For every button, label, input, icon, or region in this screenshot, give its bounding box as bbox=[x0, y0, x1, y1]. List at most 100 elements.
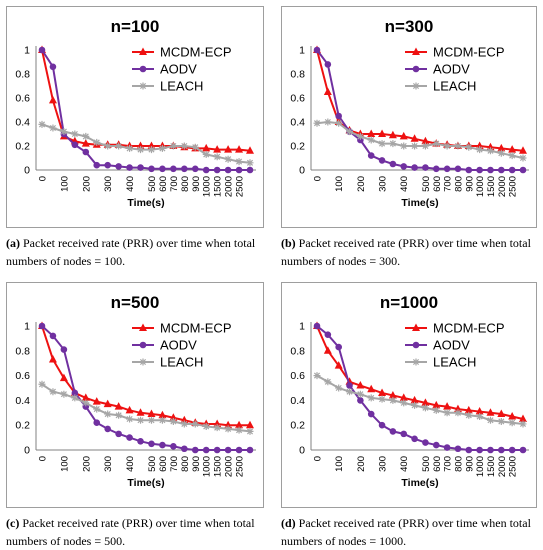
data-point-aodv bbox=[170, 165, 177, 173]
data-point-mcdm-ecp bbox=[334, 361, 343, 369]
data-point-aodv bbox=[313, 322, 321, 330]
data-point-aodv bbox=[508, 446, 516, 454]
data-point-aodv bbox=[246, 446, 254, 454]
y-tick-label: 0 bbox=[24, 445, 30, 457]
data-point-aodv bbox=[246, 166, 254, 174]
legend-swatch-marker bbox=[412, 65, 420, 73]
x-tick-label: 600 bbox=[432, 176, 443, 192]
data-point-aodv bbox=[411, 164, 418, 171]
data-point-aodv bbox=[378, 421, 386, 429]
x-tick-label: 2500 bbox=[508, 456, 519, 477]
data-point-aodv bbox=[422, 164, 429, 171]
data-point-mcdm-ecp bbox=[213, 145, 222, 153]
series-aodv bbox=[38, 46, 254, 174]
legend-item-aodv: AODV bbox=[405, 62, 470, 77]
chart-title: n=1000 bbox=[380, 293, 438, 312]
caption-d-label: (d) bbox=[281, 516, 296, 530]
data-point-leach bbox=[246, 159, 254, 167]
chart-d: n=1000 0 0.2 0.4 0.6 0.8 1 0 100 200 300 400 500 600 7… bbox=[281, 282, 537, 508]
data-point-mcdm-ecp bbox=[410, 395, 419, 404]
x-tick-label: 900 bbox=[191, 456, 202, 472]
data-point-mcdm-ecp bbox=[59, 373, 68, 382]
data-point-aodv bbox=[104, 161, 111, 169]
x-tick-label: 2000 bbox=[497, 456, 508, 477]
data-point-aodv bbox=[49, 332, 57, 340]
data-point-leach bbox=[454, 142, 462, 150]
y-tick-label: 0 bbox=[299, 165, 305, 177]
x-tick-label: 700 bbox=[443, 176, 454, 192]
data-point-aodv bbox=[443, 444, 451, 451]
data-point-mcdm-ecp bbox=[508, 412, 517, 420]
x-tick-label: 100 bbox=[334, 456, 345, 472]
data-point-leach bbox=[346, 388, 354, 396]
legend-item-mcdm-ecp: MCDM-ECP bbox=[405, 321, 505, 336]
data-point-leach bbox=[508, 152, 516, 160]
data-point-leach bbox=[519, 420, 527, 428]
x-tick-label: 600 bbox=[158, 176, 169, 192]
data-point-leach bbox=[465, 411, 473, 419]
x-tick-label: 2500 bbox=[235, 456, 246, 477]
y-tick-label: 1 bbox=[24, 45, 30, 57]
legend-label: LEACH bbox=[160, 79, 203, 94]
data-point-aodv bbox=[389, 160, 397, 168]
data-point-leach bbox=[324, 378, 332, 386]
x-tick-label: 300 bbox=[378, 176, 389, 192]
legend-item-leach: LEACH bbox=[132, 79, 203, 94]
data-point-leach bbox=[443, 409, 451, 417]
data-point-leach bbox=[126, 415, 134, 423]
x-tick-label: 800 bbox=[453, 456, 464, 472]
y-tick-label: 0.8 bbox=[15, 345, 30, 357]
data-point-leach bbox=[443, 142, 451, 150]
y-tick-label: 1 bbox=[24, 321, 30, 333]
data-point-leach bbox=[202, 150, 210, 158]
x-tick-label: 0 bbox=[38, 176, 49, 181]
data-point-aodv bbox=[443, 165, 451, 173]
data-point-leach bbox=[367, 394, 375, 402]
data-point-leach bbox=[432, 406, 440, 414]
x-tick-label: 2000 bbox=[224, 456, 235, 477]
legend-swatch-marker bbox=[139, 47, 147, 55]
legend-label: LEACH bbox=[433, 79, 476, 94]
data-point-leach bbox=[71, 394, 79, 402]
data-point-leach bbox=[93, 138, 101, 146]
data-point-aodv bbox=[181, 445, 188, 453]
data-point-leach bbox=[389, 396, 397, 404]
data-point-leach bbox=[356, 132, 364, 140]
y-tick-label: 0.2 bbox=[290, 141, 305, 153]
series-leach bbox=[313, 372, 527, 428]
data-point-aodv bbox=[454, 165, 462, 173]
data-point-aodv bbox=[38, 46, 46, 54]
data-point-aodv bbox=[476, 446, 483, 454]
y-tick-label: 0.8 bbox=[290, 69, 305, 81]
data-point-mcdm-ecp bbox=[367, 384, 376, 393]
data-point-aodv bbox=[508, 166, 516, 174]
data-point-leach bbox=[432, 140, 440, 148]
chart-border bbox=[281, 6, 537, 228]
data-point-leach bbox=[378, 395, 386, 403]
data-point-mcdm-ecp bbox=[508, 145, 517, 153]
data-point-mcdm-ecp bbox=[421, 398, 430, 406]
data-point-leach bbox=[158, 416, 166, 424]
data-point-leach bbox=[213, 153, 221, 161]
x-tick-label: 1000 bbox=[475, 176, 486, 197]
data-point-mcdm-ecp bbox=[235, 145, 244, 153]
data-point-mcdm-ecp bbox=[486, 408, 495, 416]
data-point-mcdm-ecp bbox=[378, 388, 387, 396]
data-point-aodv bbox=[224, 446, 232, 454]
legend-label: AODV bbox=[433, 338, 470, 353]
data-point-mcdm-ecp bbox=[497, 409, 506, 418]
legend-swatch-marker bbox=[139, 82, 147, 90]
legend-label: LEACH bbox=[433, 355, 476, 370]
data-point-leach bbox=[93, 405, 101, 413]
legend-swatch-marker bbox=[412, 82, 420, 90]
data-point-leach bbox=[389, 140, 397, 148]
caption-b-label: (b) bbox=[281, 236, 296, 250]
data-point-leach bbox=[82, 399, 90, 407]
data-point-mcdm-ecp bbox=[432, 400, 441, 409]
data-point-aodv bbox=[181, 165, 188, 173]
chart-a: n=100 0 0.2 0.4 0.6 0.8 1 0 100 200 300 400 500 600 70… bbox=[6, 6, 264, 228]
data-point-leach bbox=[137, 146, 145, 154]
legend-item-leach: LEACH bbox=[405, 79, 476, 94]
data-point-leach bbox=[346, 128, 354, 136]
legend-label: MCDM-ECP bbox=[433, 45, 505, 60]
